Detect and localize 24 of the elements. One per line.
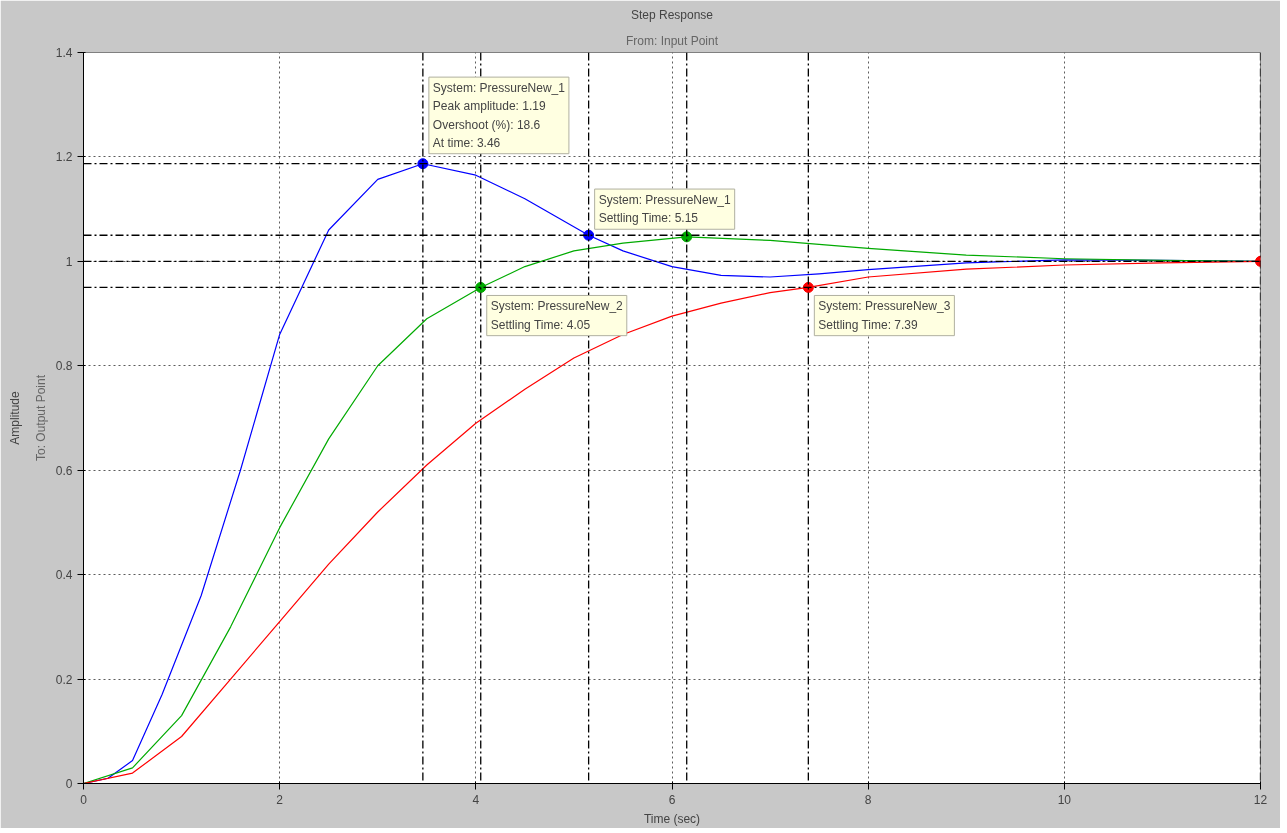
x-tick-label: 10	[1057, 792, 1072, 807]
y-tick-label: 1.4	[55, 46, 73, 60]
chart-subtitle: From: Input Point	[625, 33, 719, 48]
x-tick-label: 12	[1253, 792, 1268, 807]
y-tick-label: 1	[65, 254, 73, 269]
y-tick-label: 0.4	[55, 568, 73, 583]
x-tick-label: 2	[276, 792, 284, 807]
x-tick-label: 4	[472, 792, 480, 807]
y-tick-label: 0.6	[55, 463, 73, 478]
annotation: System: PressureNew_1 Settling Time: 5.15	[598, 193, 731, 226]
text: To: Output Point	[33, 374, 48, 462]
y-tick-label: 0	[65, 777, 73, 791]
chart-title: Step Response	[630, 7, 714, 22]
annotation: System: PressureNew_3 Settling Time: 7.39	[818, 299, 951, 332]
y-axis-title: Amplitude	[7, 390, 22, 445]
y-tick-label: 0.2	[55, 672, 73, 687]
annotation: System: PressureNew_1 Peak amplitude: 1.19 Overshoot (%): 18.6 At time: 3.46	[432, 81, 566, 150]
x-tick-label: 0	[80, 792, 88, 807]
x-tick-label: 8	[864, 792, 872, 807]
y-tick-label: 0.8	[55, 359, 73, 374]
x-tick-label: 6	[668, 792, 676, 807]
y-tick-label: 1.2	[55, 150, 73, 165]
x-axis-title: Time (sec)	[643, 811, 701, 826]
annotation: System: PressureNew_2 Settling Time: 4.05	[490, 299, 624, 332]
